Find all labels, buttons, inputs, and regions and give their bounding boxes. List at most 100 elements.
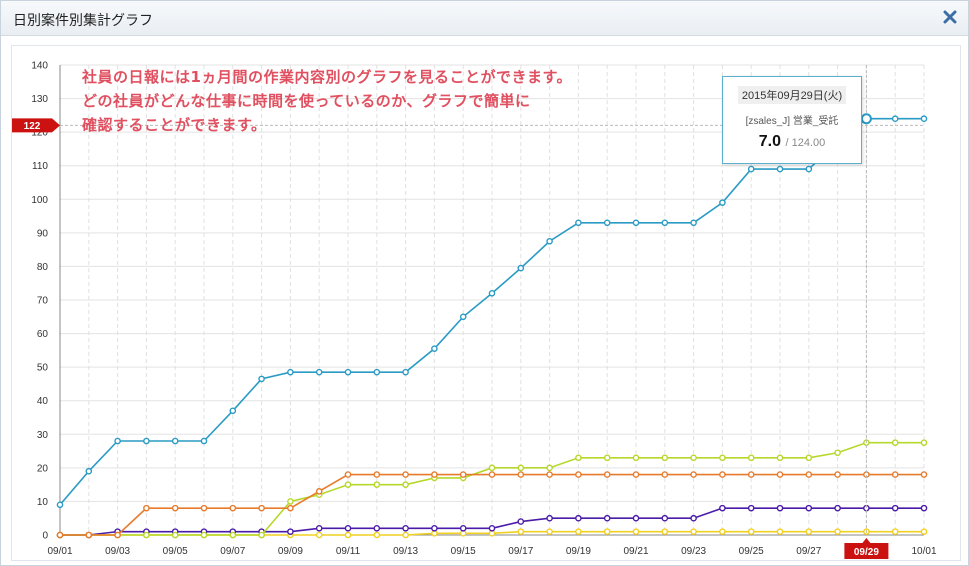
data-point [287,528,294,535]
x-tick-label: 09/27 [796,546,821,557]
window-title: 日別案件別集計グラフ [13,13,153,29]
data-point [690,219,697,227]
data-point [143,531,150,539]
data-point [171,437,179,445]
series-lines [56,115,928,539]
data-point [632,471,640,478]
data-point [920,471,928,478]
data-point [575,454,582,462]
y-tick-label: 90 [37,228,49,239]
data-point [258,375,265,383]
data-point [459,524,467,532]
data-point [661,454,669,462]
data-point [719,504,726,512]
data-point [719,199,726,206]
data-point [632,219,640,227]
x-tick-label: 09/23 [681,546,706,557]
x-tick-label: 09/09 [278,546,303,557]
close-x-icon[interactable] [940,7,960,27]
y-tick-label: 10 [37,497,49,508]
x-tick-label: 09/05 [163,546,188,557]
data-point [287,498,294,505]
data-point [776,454,784,462]
y-tick-label: 40 [37,396,49,407]
data-point [402,471,409,478]
data-point [661,219,669,227]
data-point [661,514,669,522]
y-tick-label: 110 [32,161,48,172]
data-point [920,115,928,123]
data-point [661,528,669,535]
data-point [834,449,841,457]
y-tick-label: 80 [37,262,49,273]
data-point [373,368,381,376]
data-point [546,514,553,522]
tooltip-series: [zsales_J] 営業_受託 [745,116,839,127]
tooltip-total: / 124.00 [785,137,826,149]
data-point [344,368,352,376]
data-point [690,471,697,478]
data-point [373,531,381,539]
data-point [891,439,899,446]
x-tick-label: 09/15 [451,546,476,557]
data-point [431,524,438,532]
data-point [488,289,496,297]
data-point [920,504,928,512]
data-point [344,531,352,539]
data-point [603,219,611,227]
tooltip-date: 2015年09月29日(火) [737,86,847,104]
data-point [402,524,409,532]
data-point [85,467,93,475]
data-point [776,528,784,535]
x-tick-label: 09/25 [739,546,764,557]
annotation-text: 社員の日報には1ヵ月間の作業内容別のグラフを見ることができます。どの社員がどんな… [81,68,571,134]
x-tick-label: 09/19 [566,546,591,557]
data-point [891,471,899,478]
data-point [517,471,525,478]
data-point [661,471,669,478]
y-tick-label: 20 [37,463,49,474]
data-point [402,531,409,539]
data-point [373,471,381,478]
data-point [575,219,582,227]
data-point [603,454,611,462]
data-point [575,514,582,522]
x-tick-label: 09/21 [623,546,648,557]
data-point [315,531,323,539]
data-point [344,481,352,488]
y-tick-label: 50 [37,363,49,374]
data-point [488,524,496,532]
y-tick-label: 60 [37,329,49,340]
data-point [258,504,265,512]
data-point [344,524,352,532]
axes: 0 10 20 30 40 50 60 70 80 90 100 110 120 130 140 09/01 0… [31,61,937,558]
data-point [517,464,525,472]
y-tick-label: 70 [37,296,49,307]
data-point [546,237,553,245]
x-tick-label: 10/01 [911,546,936,557]
y-tick-label: 130 [31,94,48,105]
data-point [805,504,813,512]
data-point [373,481,381,488]
data-point [603,514,611,522]
data-point [488,464,496,472]
annotation-line: どの社員がどんな仕事に時間を使っているのか、グラフで簡単に [82,92,530,110]
data-point [143,437,150,445]
data-point [258,531,265,539]
y-value-marker-label: 122 [24,121,41,132]
y-tick-label: 0 [42,531,48,542]
data-point [747,454,755,462]
tooltip-value: 7.0 [758,133,782,150]
data-point [517,518,525,525]
data-point [373,524,381,532]
data-point [402,368,409,376]
data-point [776,471,784,478]
x-tick-label: 09/11 [336,546,361,557]
x-value-marker-label: 09/29 [854,547,879,558]
data-point [747,528,755,535]
title-bar: 日別案件別集計グラフ [1,1,968,36]
data-point [603,528,611,535]
data-point [805,165,813,173]
data-point [287,504,294,512]
